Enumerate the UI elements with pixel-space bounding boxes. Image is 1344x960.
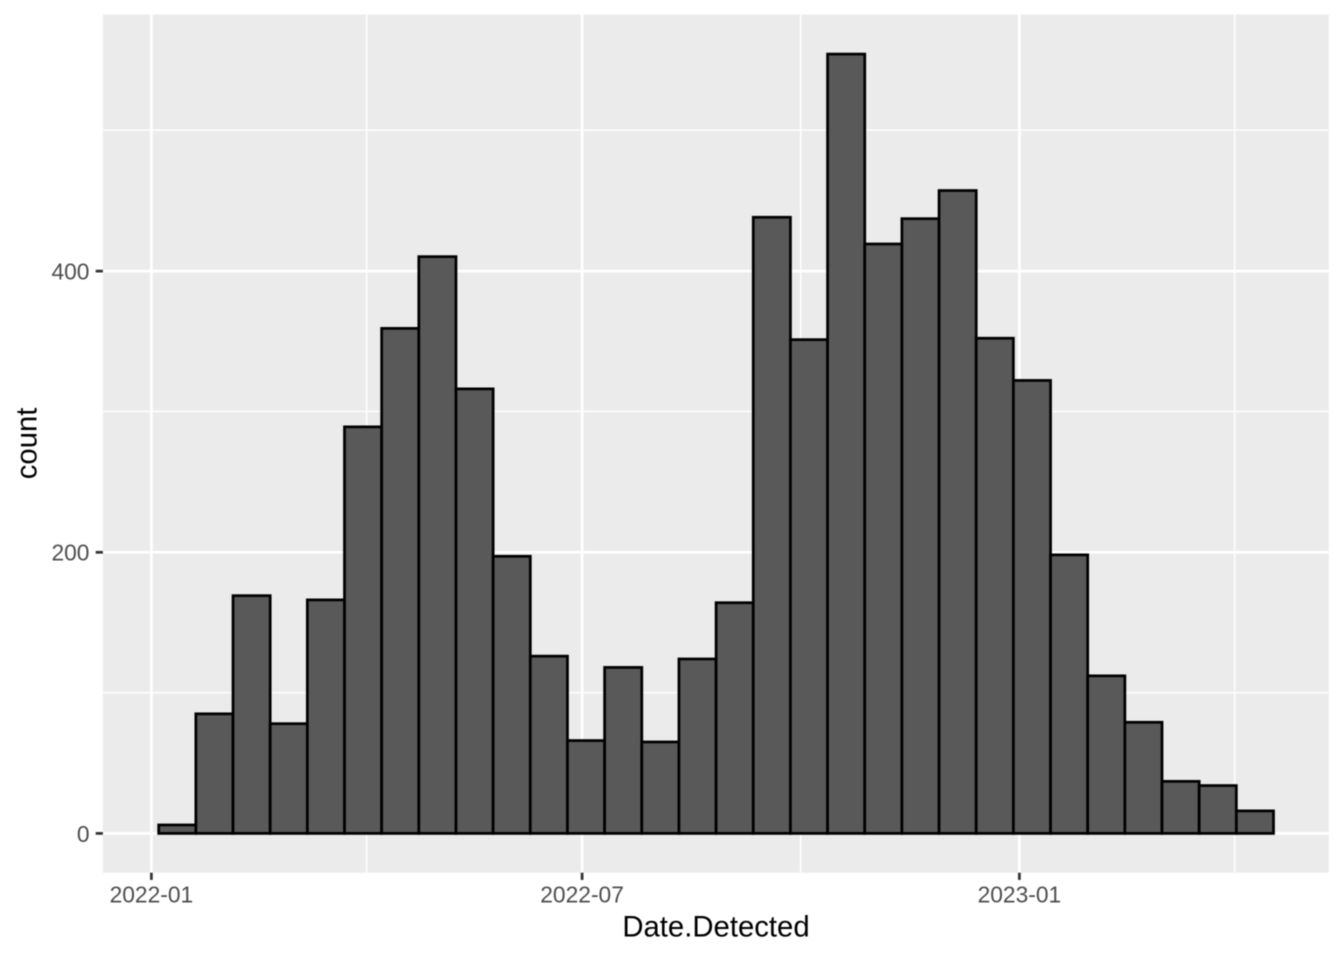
svg-text:0: 0 [77,821,90,847]
svg-text:count: count [11,408,44,480]
svg-text:400: 400 [51,259,89,285]
svg-text:2022-07: 2022-07 [540,882,624,908]
svg-text:2023-01: 2023-01 [978,882,1062,908]
svg-text:Date.Detected: Date.Detected [622,910,809,943]
svg-text:200: 200 [51,540,89,566]
svg-text:2022-01: 2022-01 [110,882,194,908]
